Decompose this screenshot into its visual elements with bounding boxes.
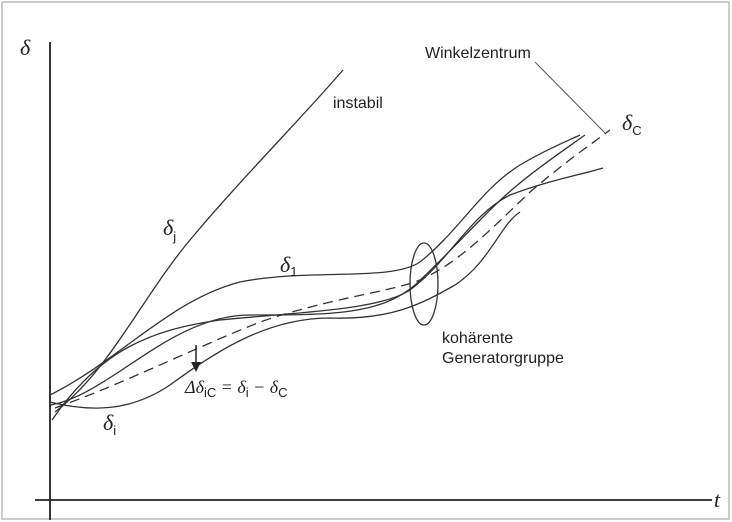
- curve-i-label: δi: [103, 410, 116, 438]
- center-symbol: δC: [622, 110, 642, 138]
- group-label-2: Generatorgruppe: [442, 350, 564, 367]
- curve-i: [49, 211, 521, 409]
- group-label-1: kohärente: [442, 330, 513, 347]
- curve-center: [54, 129, 611, 409]
- y-axis-label: δ: [20, 35, 31, 60]
- unstable-label: instabil: [333, 95, 383, 112]
- curve-3: [51, 167, 604, 421]
- formula: ΔδiC = δi − δC: [184, 377, 288, 400]
- center-name: Winkelzentrum: [425, 45, 531, 62]
- curve-4: [49, 134, 586, 406]
- curve-1: [49, 134, 581, 396]
- curve-j-label: δj: [163, 215, 176, 244]
- curve-1-label: δ1: [280, 252, 297, 279]
- arrow-head: [191, 362, 201, 372]
- pointer-line: [534, 61, 607, 135]
- curve-unstable: [54, 69, 344, 413]
- group-ellipse: [409, 242, 439, 326]
- x-axis-label: t: [714, 487, 721, 512]
